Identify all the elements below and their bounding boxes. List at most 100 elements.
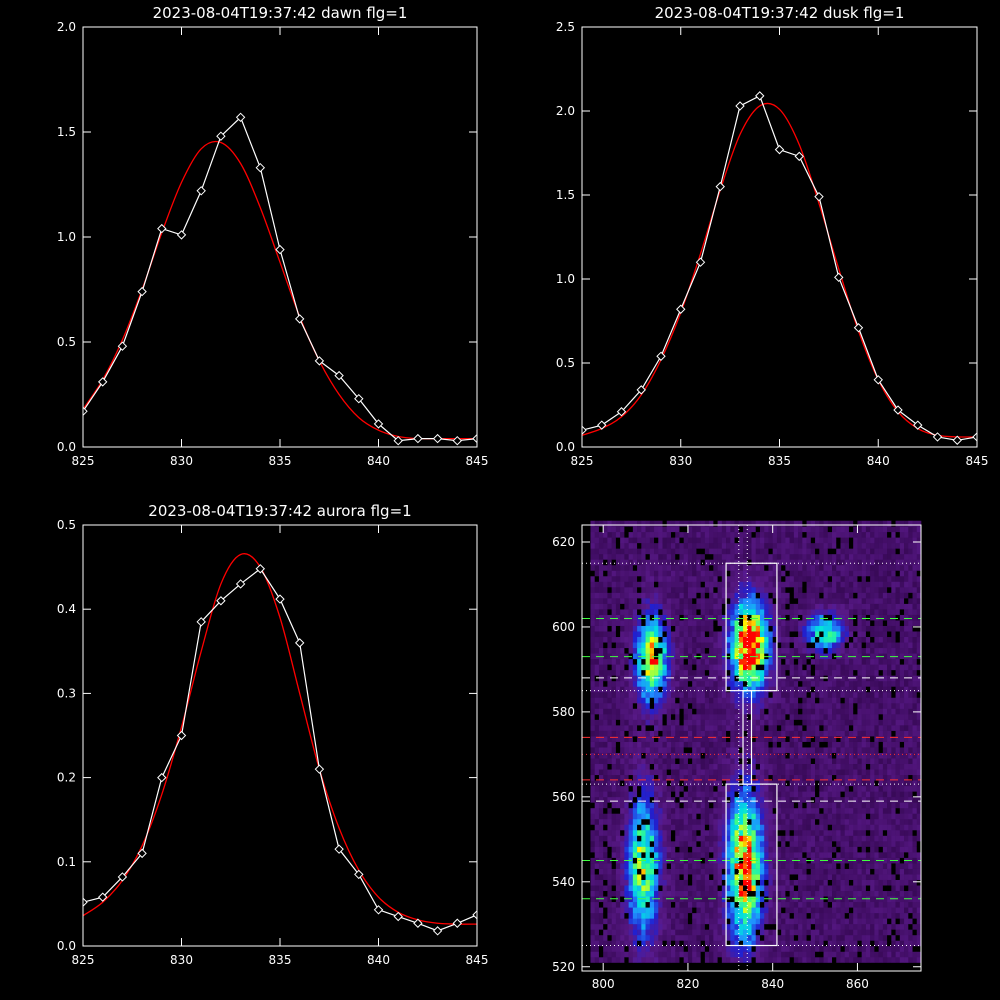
heatmap-cell <box>624 802 629 809</box>
heatmap-cell <box>692 852 697 858</box>
heatmap-cell <box>717 625 723 632</box>
heatmap-cell <box>670 708 676 715</box>
heatmap-cell <box>654 537 659 544</box>
heatmap-cell <box>781 598 786 604</box>
heatmap-cell <box>836 570 841 577</box>
heatmap-cell <box>738 940 744 947</box>
heatmap-cell <box>734 791 740 798</box>
heatmap-cell <box>759 553 765 560</box>
heatmap-cell <box>759 625 765 632</box>
heatmap-cell <box>764 592 769 599</box>
heatmap-cell <box>687 752 693 759</box>
heatmap-cell <box>743 559 748 566</box>
heatmap-cell <box>764 526 769 533</box>
data-point <box>334 844 344 854</box>
heatmap-cell <box>815 537 820 544</box>
heatmap-cell <box>713 912 718 919</box>
heatmap-cell <box>696 642 701 649</box>
heatmap-cell <box>776 697 782 704</box>
heatmap-cell <box>649 918 655 925</box>
heatmap-cell <box>759 564 765 571</box>
heatmap-cell <box>717 747 723 753</box>
heatmap-cell <box>751 841 757 847</box>
heatmap-cell <box>764 642 769 649</box>
heatmap-cell <box>615 841 621 847</box>
heatmap-cell <box>709 846 714 853</box>
heatmap-cell <box>755 531 761 538</box>
heatmap-cell <box>759 686 765 693</box>
heatmap-cell <box>696 918 701 925</box>
heatmap-cell <box>645 553 651 560</box>
heatmap-cell <box>730 598 735 604</box>
heatmap-cell <box>696 686 701 693</box>
heatmap-cell <box>785 725 790 731</box>
heatmap-cell <box>747 802 752 809</box>
heatmap-cell <box>836 559 841 566</box>
heatmap-cell <box>832 769 837 776</box>
heatmap-cell <box>704 542 710 549</box>
heatmap-cell <box>641 680 646 687</box>
heatmap-cell <box>624 929 629 936</box>
heatmap-cell <box>704 863 710 869</box>
heatmap-cell <box>734 852 740 858</box>
heatmap-cell <box>666 631 672 638</box>
heatmap-cell <box>772 752 778 759</box>
heatmap-cell <box>832 564 837 571</box>
heatmap-cell <box>747 570 752 577</box>
heatmap-cell <box>840 680 846 687</box>
heatmap-cell <box>776 575 782 582</box>
heatmap-cell <box>687 592 693 599</box>
heatmap-cell <box>611 785 617 792</box>
heatmap-cell <box>734 796 740 803</box>
heatmap-cell <box>747 835 752 842</box>
heatmap-cell <box>590 758 596 765</box>
heatmap-cell <box>594 636 600 643</box>
heatmap-cell <box>637 664 642 671</box>
heatmap-cell <box>793 835 799 842</box>
heatmap-cell <box>658 669 663 676</box>
heatmap-cell <box>738 796 744 803</box>
heatmap-cell <box>590 901 596 908</box>
heatmap-cell <box>615 912 621 919</box>
heatmap-cell <box>840 598 846 604</box>
heatmap-cell <box>662 956 668 963</box>
heatmap-cell <box>772 912 778 919</box>
heatmap-cell <box>637 708 642 715</box>
heatmap-cell <box>713 575 718 582</box>
heatmap-cell <box>662 907 668 914</box>
heatmap-cell <box>590 697 596 704</box>
y-tick-label: 0.4 <box>57 602 76 616</box>
heatmap-cell <box>815 553 820 560</box>
heatmap-cell <box>764 752 769 759</box>
heatmap-cell <box>768 752 773 759</box>
heatmap-cell <box>679 691 684 698</box>
heatmap-cell <box>793 708 799 715</box>
heatmap-cell <box>611 680 617 687</box>
heatmap-cell <box>590 835 596 842</box>
heatmap-cell <box>670 553 676 560</box>
heatmap-cell <box>615 542 621 549</box>
heatmap-cell <box>641 874 646 880</box>
heatmap-cell <box>815 852 820 858</box>
heatmap-cell <box>789 719 795 726</box>
heatmap-cell <box>768 763 773 770</box>
heatmap-cell <box>734 901 740 908</box>
heatmap-cell <box>832 747 837 753</box>
heatmap-cell <box>772 940 778 947</box>
heatmap-cell <box>603 658 608 665</box>
heatmap-cell <box>615 675 621 682</box>
heatmap-cell <box>738 587 744 593</box>
heatmap-cell <box>827 537 833 544</box>
heatmap-cell <box>789 945 795 952</box>
heatmap-cell <box>717 824 723 831</box>
heatmap-cell <box>832 752 837 759</box>
heatmap-cell <box>730 570 735 577</box>
heatmap-cell <box>620 758 625 765</box>
heatmap-cell <box>768 730 773 737</box>
heatmap-cell <box>726 841 731 847</box>
data-point <box>774 144 785 155</box>
heatmap-cell <box>615 664 621 671</box>
heatmap-cell <box>675 945 680 952</box>
heatmap-cell <box>692 907 697 914</box>
heatmap-cell <box>755 841 761 847</box>
